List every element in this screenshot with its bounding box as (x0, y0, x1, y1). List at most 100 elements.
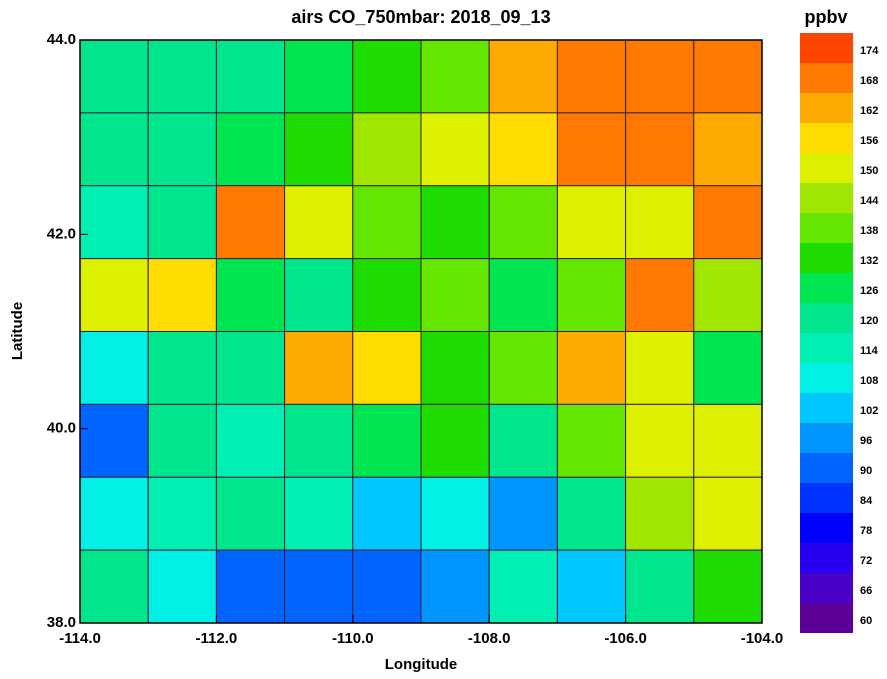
data-cell (625, 258, 695, 332)
data-cell (284, 185, 354, 260)
colorbar-tick-label: 72 (860, 555, 872, 567)
colorbar-tick-label: 150 (860, 165, 878, 177)
x-tick-label: -108.0 (468, 630, 511, 647)
data-cell (352, 185, 422, 260)
data-cell (352, 403, 422, 478)
data-cell (215, 403, 286, 478)
data-cell (420, 112, 490, 187)
data-cell (79, 258, 149, 332)
data-cell (420, 331, 490, 405)
data-cell (352, 39, 422, 114)
data-cell (556, 39, 627, 114)
data-cell (488, 403, 558, 478)
data-cell (693, 476, 763, 551)
x-tick-label: -106.0 (604, 630, 647, 647)
data-cell (147, 185, 217, 260)
colorbar-tick-label: 168 (860, 75, 878, 87)
data-cell (420, 185, 490, 260)
data-cell (284, 39, 354, 114)
y-tick-label: 38.0 (47, 614, 76, 631)
data-cell (625, 185, 695, 260)
data-cell (352, 476, 422, 551)
data-cell (215, 331, 286, 405)
data-cell (284, 403, 354, 478)
data-cell (693, 112, 763, 187)
colorbar-band (800, 573, 853, 603)
colorbar-tick-label: 126 (860, 285, 878, 297)
colorbar-tick-label: 84 (860, 495, 873, 507)
colorbar-band (800, 363, 853, 393)
colorbar-tick-label: 102 (860, 405, 878, 417)
data-cell (352, 258, 422, 332)
data-cell (147, 549, 217, 624)
data-cell (284, 549, 354, 624)
x-tick-label: -112.0 (196, 630, 238, 647)
data-cell (556, 258, 627, 332)
data-cell (488, 112, 558, 187)
data-cell (284, 258, 354, 332)
x-tick-label: -104.0 (741, 630, 784, 647)
data-cell (284, 112, 354, 187)
colorbar-title: ppbv (805, 7, 848, 27)
data-cell (79, 476, 149, 551)
data-cell (488, 185, 558, 260)
data-cell (147, 112, 217, 187)
data-cell (488, 331, 558, 405)
data-cell (147, 39, 217, 114)
colorbar-band (800, 603, 853, 633)
colorbar-band (800, 153, 853, 183)
colorbar-tick-label: 66 (860, 585, 872, 597)
colorbar-band (800, 33, 853, 63)
colorbar-band (800, 453, 853, 483)
colorbar-tick-label: 114 (860, 345, 879, 357)
colorbar-band (800, 513, 853, 543)
chart-title: airs CO_750mbar: 2018_09_13 (291, 7, 550, 27)
data-cell (693, 185, 763, 260)
data-cell (147, 331, 217, 405)
colorbar-band (800, 63, 853, 93)
data-cell (215, 112, 286, 187)
y-tick-label: 42.0 (47, 225, 76, 242)
colorbar-band (800, 483, 853, 513)
data-cell (556, 185, 627, 260)
data-cell (284, 476, 354, 551)
data-cell (215, 476, 286, 551)
data-cell (79, 39, 149, 114)
data-cell (420, 403, 490, 478)
colorbar-tick-label: 156 (860, 135, 878, 147)
colorbar-band (800, 123, 853, 153)
colorbar-tick-label: 174 (860, 45, 879, 57)
data-cell (147, 403, 217, 478)
data-cell (488, 476, 558, 551)
x-tick-label: -110.0 (332, 630, 374, 647)
colorbar-band (800, 273, 853, 303)
colorbar-band (800, 333, 853, 363)
data-cell (215, 39, 286, 114)
colorbar-tick-label: 96 (860, 435, 872, 447)
colorbar-tick-label: 162 (860, 105, 878, 117)
data-cell (625, 331, 695, 405)
data-cell (693, 331, 763, 405)
data-cell (79, 185, 149, 260)
colorbar-tick-label: 144 (860, 195, 879, 207)
data-cell (556, 549, 627, 624)
data-cell (693, 549, 763, 624)
data-cell (352, 112, 422, 187)
colorbar-band (800, 213, 853, 243)
data-cell (556, 403, 627, 478)
data-cell (556, 476, 627, 551)
data-cell (488, 39, 558, 114)
x-axis-label: Longitude (385, 656, 457, 673)
colorbar-tick-label: 132 (860, 255, 878, 267)
colorbar-tick-label: 60 (860, 615, 872, 627)
colorbar-band (800, 423, 853, 453)
colorbar-band (800, 243, 853, 273)
data-cell (625, 39, 695, 114)
colorbar-tick-label: 90 (860, 465, 872, 477)
data-cell (420, 476, 490, 551)
data-cell (79, 112, 149, 187)
colorbar-tick-label: 138 (860, 225, 878, 237)
data-cell (488, 549, 558, 624)
data-cell (420, 39, 490, 114)
data-cell (79, 549, 149, 624)
